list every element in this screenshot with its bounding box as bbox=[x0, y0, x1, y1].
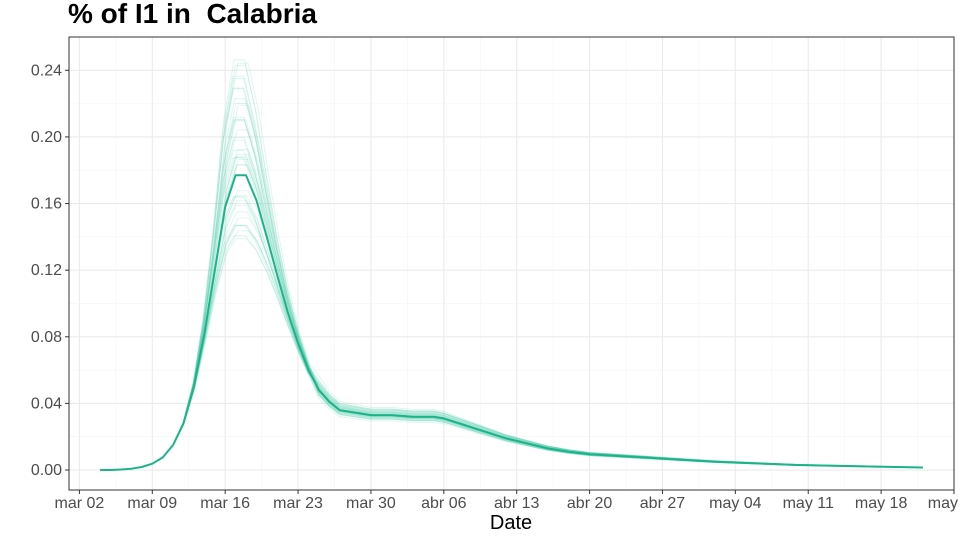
x-tick-label: abr 27 bbox=[640, 495, 685, 512]
x-tick-label: mar 30 bbox=[346, 495, 396, 512]
y-tick-label: 0.16 bbox=[31, 196, 62, 213]
axis-ticks: mar 02 mar 09 mar 16 mar 23 mar 30 abr 06 abr … bbox=[31, 62, 960, 512]
y-tick-label: 0.00 bbox=[31, 462, 62, 479]
y-tick-label: 0.04 bbox=[31, 395, 62, 412]
y-tick-label: 0.24 bbox=[31, 62, 62, 79]
y-tick-label: 0.20 bbox=[31, 129, 62, 146]
x-tick-label: abr 13 bbox=[494, 495, 539, 512]
x-tick-label: mar 09 bbox=[127, 495, 177, 512]
x-tick-label: mar 02 bbox=[55, 495, 105, 512]
x-tick-label: mar 23 bbox=[273, 495, 323, 512]
x-tick-label: may 25 bbox=[928, 495, 960, 512]
x-tick-label: may 18 bbox=[855, 495, 908, 512]
plot-panel-border bbox=[68, 36, 955, 491]
x-tick-label: abr 06 bbox=[421, 495, 466, 512]
series-line-main bbox=[100, 174, 923, 471]
y-tick-label: 0.08 bbox=[31, 329, 62, 346]
chart-title: % of I1 in Calabria bbox=[68, 0, 317, 29]
x-tick-label: may 11 bbox=[783, 495, 834, 512]
x-tick-label: may 04 bbox=[709, 495, 762, 512]
series-lines bbox=[100, 174, 923, 471]
x-axis-title: Date bbox=[490, 512, 532, 534]
x-tick-label: mar 16 bbox=[200, 495, 250, 512]
x-tick-label: abr 20 bbox=[567, 495, 612, 512]
grid-lines bbox=[69, 37, 955, 490]
plot-panel-background bbox=[69, 37, 954, 490]
y-tick-label: 0.12 bbox=[31, 262, 62, 279]
